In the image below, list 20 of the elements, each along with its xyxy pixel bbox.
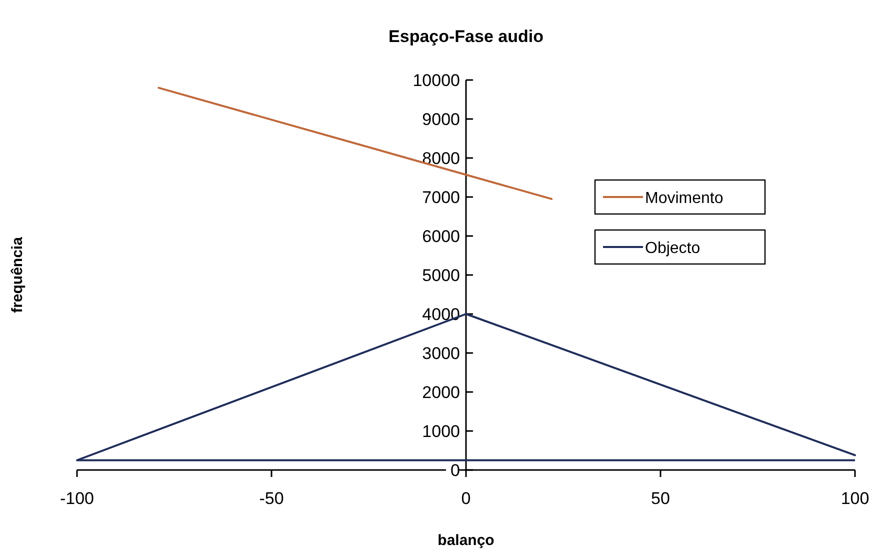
y-tick-label: 7000 — [422, 188, 460, 207]
x-tick-label: -50 — [259, 489, 284, 508]
y-tick-label: 10000 — [412, 71, 460, 90]
y-tick-label: 1000 — [422, 422, 460, 441]
y-tick-label: 9000 — [422, 110, 460, 129]
y-axis-title: frequência — [9, 236, 26, 313]
chart-title: Espaço-Fase audio — [388, 27, 544, 46]
legend-label: Objecto — [645, 240, 700, 257]
y-tick-label: 6000 — [422, 227, 460, 246]
y-tick-label: 0 — [450, 461, 460, 480]
x-tick-label: 100 — [840, 489, 870, 508]
x-tick-label: 50 — [651, 489, 670, 508]
y-tick-label: 8000 — [422, 149, 460, 168]
y-tick-label: 2000 — [422, 383, 460, 402]
legend-label: Movimento — [645, 190, 724, 207]
x-axis-title: balanço — [438, 532, 494, 549]
x-tick-label: -100 — [60, 489, 94, 508]
y-tick-label: 3000 — [422, 344, 460, 363]
y-tick-label: 5000 — [422, 266, 460, 285]
y-tick-label: 4000 — [422, 305, 460, 324]
